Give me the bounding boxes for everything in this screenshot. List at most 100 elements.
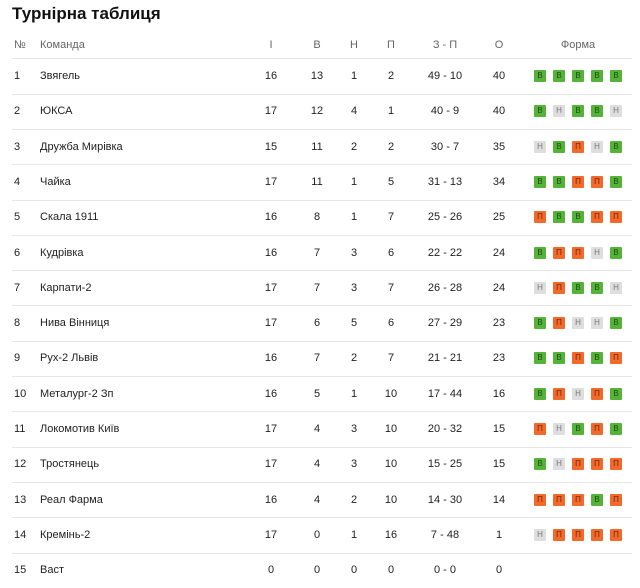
form-badge: П [534, 211, 546, 224]
won: 13 [310, 70, 324, 82]
goals: 22 - 22 [427, 246, 463, 259]
header-won: В [313, 39, 321, 51]
points: 1 [495, 528, 503, 541]
played: 16 [264, 493, 278, 506]
goals: 31 - 13 [427, 175, 463, 188]
form-badge: Н [591, 246, 603, 259]
played: 0 [267, 564, 275, 577]
won: 0 [313, 528, 321, 541]
row-separator [12, 128, 632, 130]
won: 7 [313, 281, 321, 294]
goals: 20 - 32 [427, 423, 463, 435]
form-badge: В [610, 423, 622, 435]
row-separator [12, 199, 632, 201]
lost: 6 [387, 246, 395, 259]
form-badge: П [591, 211, 603, 224]
row-separator [12, 93, 632, 95]
points: 15 [492, 458, 506, 471]
won: 11 [311, 175, 323, 188]
form-badge: П [534, 493, 546, 506]
goals: 14 - 30 [427, 493, 463, 506]
drawn: 5 [350, 317, 358, 330]
form-badge: Н [572, 317, 584, 330]
form-badge: В [553, 211, 565, 224]
rank: 4 [14, 175, 21, 188]
rank: 8 [14, 317, 21, 330]
won: 4 [313, 493, 321, 506]
header-points: О [494, 39, 504, 51]
row-separator [12, 552, 632, 554]
played: 16 [264, 246, 278, 259]
form-badge: П [610, 493, 622, 506]
form-badge: П [553, 528, 565, 541]
form-badge: В [572, 105, 584, 118]
team: Тростянець [40, 458, 100, 471]
form-badge: В [534, 246, 546, 259]
goals: 21 - 21 [427, 352, 463, 365]
form-badge: Н [534, 140, 546, 153]
form-badge: П [591, 175, 603, 188]
drawn: 1 [350, 175, 358, 188]
form-badge: В [591, 352, 603, 365]
won: 7 [313, 352, 321, 365]
drawn: 3 [350, 458, 358, 471]
form-badge: П [553, 246, 565, 259]
points: 16 [492, 387, 506, 400]
lost: 0 [387, 564, 395, 577]
won: 12 [310, 105, 324, 118]
form-badge: В [591, 493, 603, 506]
won: 4 [313, 458, 321, 471]
row-separator [12, 376, 632, 378]
form-badge: П [553, 493, 565, 506]
header-goals: З - П [432, 39, 458, 51]
lost: 5 [387, 175, 395, 188]
team: Кремінь-2 [40, 528, 91, 541]
won: 8 [313, 211, 321, 224]
points: 0 [495, 564, 503, 577]
rank: 14 [14, 528, 27, 541]
form-badge: Н [553, 458, 565, 471]
goals: 30 - 7 [430, 140, 460, 153]
played: 17 [264, 458, 278, 471]
points: 24 [492, 281, 506, 294]
form-badge: В [534, 105, 546, 118]
team: Скала 1911 [40, 211, 99, 224]
form-badge: Н [591, 140, 603, 153]
drawn: 2 [350, 493, 358, 506]
form-badge: П [591, 387, 603, 400]
form-badge: В [610, 317, 622, 330]
team: Васт [40, 564, 64, 577]
lost: 1 [387, 105, 395, 118]
row-separator [12, 340, 632, 342]
lost: 2 [387, 70, 395, 82]
drawn: 1 [350, 387, 358, 400]
drawn: 3 [350, 281, 358, 294]
won: 7 [313, 246, 321, 259]
played: 17 [264, 281, 278, 294]
goals: 25 - 26 [427, 211, 463, 224]
team: Металург-2 Зп [40, 387, 114, 400]
form-badge: В [591, 70, 603, 82]
header-form: Форма [560, 39, 596, 51]
lost: 2 [387, 140, 395, 153]
form-badge: В [534, 175, 546, 188]
form-badge: В [572, 70, 584, 82]
team: Чайка [40, 175, 71, 188]
points: 15 [492, 423, 506, 435]
form-badge: В [553, 175, 565, 188]
form-badge: П [591, 458, 603, 471]
rank: 12 [14, 458, 27, 471]
row-separator [12, 481, 632, 483]
goals: 27 - 29 [427, 317, 463, 330]
form-badge: В [610, 140, 622, 153]
team: Реал Фарма [40, 493, 103, 506]
drawn: 1 [350, 70, 358, 82]
form-badge: П [572, 246, 584, 259]
team: Звягель [40, 70, 80, 82]
drawn: 3 [350, 423, 358, 435]
rank: 5 [14, 211, 21, 224]
form-badge: Н [591, 317, 603, 330]
row-separator [12, 58, 632, 59]
goals: 17 - 44 [427, 387, 463, 400]
form-badge: П [553, 317, 565, 330]
